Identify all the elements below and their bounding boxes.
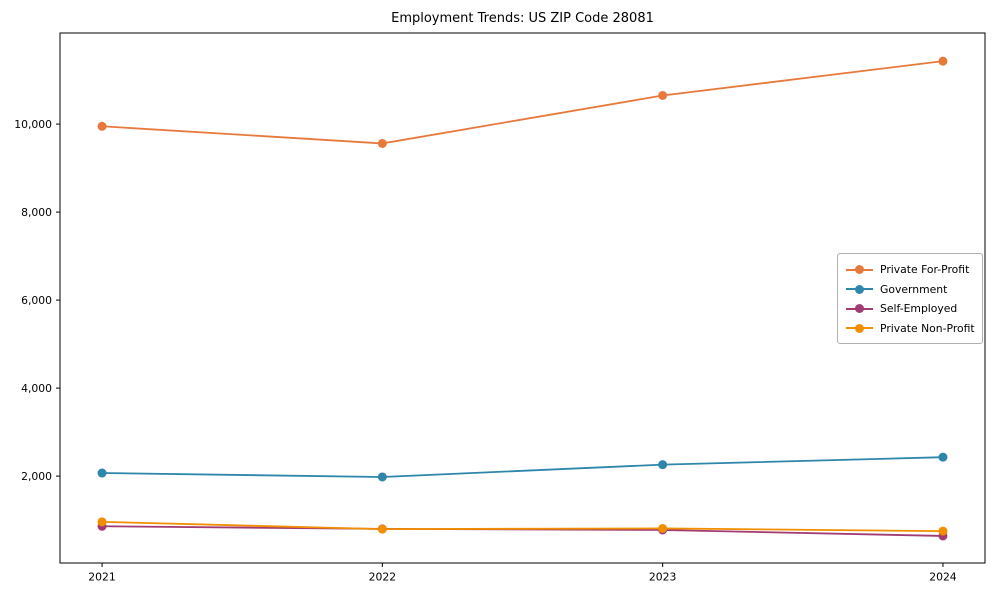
y-tick-label: 2,000 bbox=[21, 470, 52, 483]
y-tick-label: 8,000 bbox=[21, 206, 52, 219]
legend-label: Government bbox=[880, 282, 948, 296]
x-tick-label: 2021 bbox=[88, 571, 115, 584]
legend-line-marker-icon bbox=[846, 265, 873, 275]
series-line-government bbox=[102, 456, 943, 478]
data-point-government bbox=[377, 472, 387, 482]
legend-line-marker-icon bbox=[846, 284, 873, 294]
legend-label: Private Non-Profit bbox=[880, 321, 975, 335]
legend-line-marker-icon bbox=[846, 323, 873, 333]
legend-label: Self-Employed bbox=[880, 302, 958, 316]
legend-line-marker-icon bbox=[846, 304, 873, 314]
series-line-private-for-profit bbox=[101, 60, 944, 145]
legend-marker-dot bbox=[855, 304, 864, 314]
series-line-self-employed bbox=[102, 525, 943, 537]
data-point-government bbox=[938, 452, 948, 462]
data-point-private-for-profit bbox=[377, 138, 387, 148]
data-point-private-non-profit bbox=[938, 526, 948, 536]
chart-title: Employment Trends: US ZIP Code 28081 bbox=[391, 11, 654, 26]
legend-marker-dot bbox=[855, 265, 864, 275]
y-tick-label: 4,000 bbox=[21, 382, 52, 395]
data-point-private-for-profit bbox=[97, 121, 107, 131]
legend: Private For-Profit Government Self-Employe… bbox=[837, 253, 983, 344]
legend-marker-dot bbox=[855, 284, 864, 294]
data-point-private-non-profit bbox=[97, 517, 107, 527]
data-point-government bbox=[97, 468, 107, 478]
legend-item-private-non-profit: Private Non-Profit bbox=[846, 319, 975, 339]
data-point-government bbox=[658, 460, 668, 470]
axes-frame bbox=[59, 32, 986, 564]
x-tick-label: 2024 bbox=[929, 571, 957, 584]
legend-item-private-for-profit: Private For-Profit bbox=[846, 260, 974, 280]
data-point-private-for-profit bbox=[938, 56, 948, 66]
data-point-private-non-profit bbox=[377, 524, 387, 534]
series-line-private-non-profit bbox=[102, 520, 943, 532]
legend-label: Private For-Profit bbox=[880, 263, 970, 277]
legend-marker-dot bbox=[855, 323, 864, 333]
data-point-private-non-profit bbox=[658, 523, 668, 533]
y-tick-label: 6,000 bbox=[21, 294, 52, 307]
legend-item-government: Government bbox=[846, 280, 974, 300]
legend-item-self-employed: Self-Employed bbox=[846, 299, 974, 319]
y-tick-label: 10,000 bbox=[14, 118, 52, 131]
x-tick-label: 2022 bbox=[369, 571, 396, 584]
data-point-private-for-profit bbox=[658, 90, 668, 100]
x-tick-label: 2023 bbox=[649, 571, 676, 584]
